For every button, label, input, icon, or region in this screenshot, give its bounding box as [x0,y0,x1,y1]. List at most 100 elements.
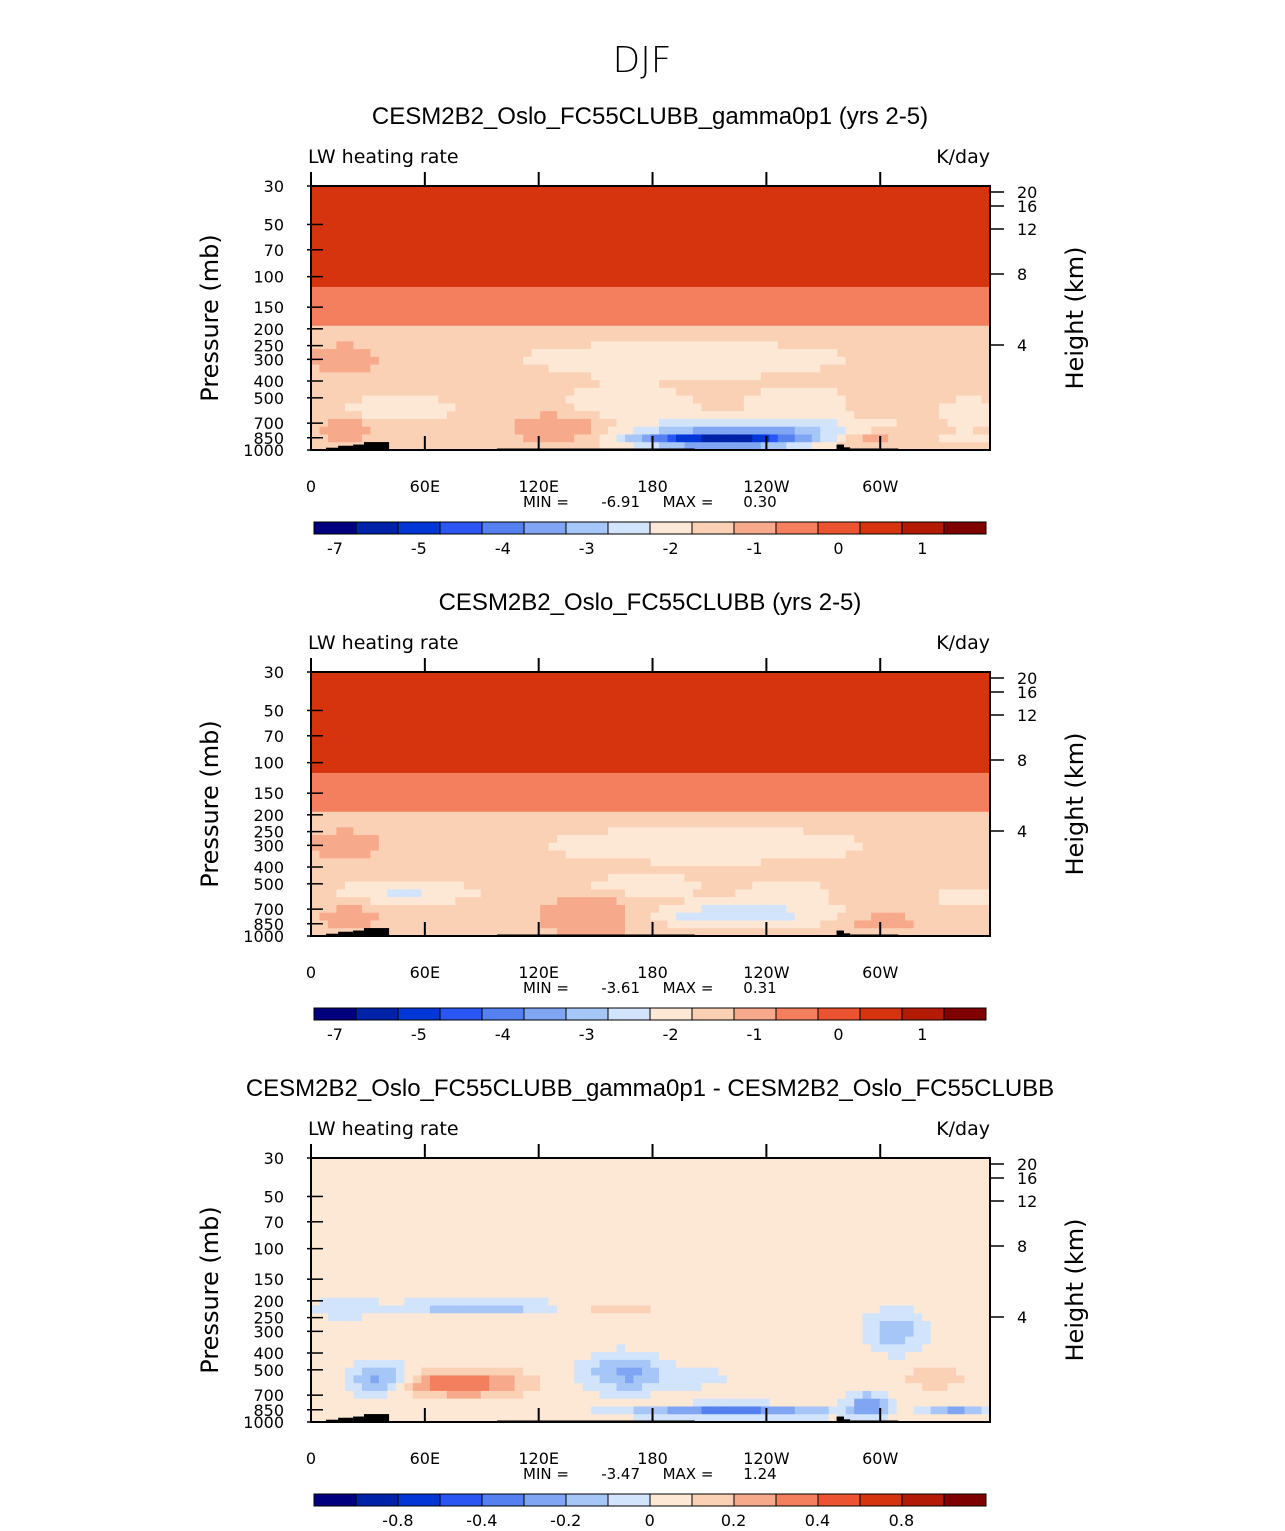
contour-cell [591,749,601,759]
contour-cell [735,442,745,451]
contour-cell [429,186,439,195]
contour-cell [811,703,821,712]
contour-cell [404,310,414,319]
contour-cell [709,788,719,797]
contour-cell [871,734,881,743]
contour-cell [574,325,584,335]
contour-cell [845,418,855,428]
contour-cell [828,240,838,249]
contour-cell [319,186,329,195]
contour-cell [650,842,660,852]
contour-cell [871,356,881,366]
contour-cell [421,240,431,249]
contour-cell [803,333,813,342]
contour-cell [709,780,719,790]
colorbar-swatch [313,521,357,535]
contour-cell [820,741,830,751]
contour-cell [378,193,388,203]
contour-cell [446,765,456,774]
contour-cell [718,217,728,226]
contour-cell [540,426,550,436]
contour-cell [794,741,804,751]
contour-cell [667,695,677,704]
contour-cell [472,741,482,751]
contour-cell [378,703,388,712]
contour-cell [854,819,864,828]
contour-cell [888,835,898,844]
contour-cell [820,788,830,797]
contour-cell [429,741,439,751]
contour-cell [336,224,346,234]
contour-cell [862,209,872,218]
contour-cell [735,395,745,405]
contour-cell [421,819,431,828]
contour-cell [599,672,609,681]
contour-cell [684,757,694,766]
contour-cell [709,679,719,689]
contour-cell [361,341,372,350]
contour-cell [625,687,635,696]
contour-cell [497,364,507,373]
contour-cell [879,679,889,689]
contour-cell [709,827,719,836]
contour-cell [692,271,703,280]
contour-cell [845,858,855,867]
contour-cell [497,726,507,735]
contour-cell [667,255,677,265]
contour-cell [828,718,838,727]
contour-cell [913,850,923,859]
contour-cell [633,209,643,218]
contour-cell [514,341,524,350]
contour-cell [760,710,770,720]
contour-cell [574,364,584,373]
contour-cell [489,850,499,859]
contour-cell [888,842,898,852]
contour-cell [922,395,932,405]
contour-cell [540,819,550,828]
contour-cell [463,765,473,774]
contour-cell [811,718,821,727]
contour-cell [735,333,745,342]
contour-cell [922,263,932,273]
contour-cell [964,819,974,828]
contour-cell [319,364,329,373]
contour-cell [404,866,414,875]
contour-cell [455,726,465,735]
contour-cell [786,271,796,280]
contour-cell [336,341,346,350]
contour-cell [947,811,957,821]
contour-cell [540,873,550,883]
contour-cell [718,380,728,389]
contour-cell [862,811,872,821]
contour-cell [361,364,372,373]
contour-cell [667,364,677,373]
contour-cell [726,749,736,759]
contour-cell [514,333,524,342]
contour-cell [684,765,694,774]
contour-cell [684,772,694,782]
contour-cell [743,726,753,735]
contour-cell [455,858,465,867]
contour-cell [599,387,609,397]
contour-cell [531,703,541,712]
contour-cell [837,804,847,813]
contour-cell [455,193,465,203]
contour-cell [446,403,456,412]
contour-cell [760,294,770,304]
contour-cell [370,380,380,389]
contour-cell [956,710,966,720]
contour-cell [854,411,864,420]
contour-cell [446,248,456,257]
contour-cell [599,418,609,428]
contour-cell [930,279,940,288]
contour-cell [667,811,677,821]
contour-cell [319,734,329,743]
contour-cell [311,442,321,451]
contour-cell [964,232,974,241]
contour-cell [616,418,626,428]
contour-cell [718,294,728,304]
contour-cell [820,263,830,273]
contour-cell [828,333,838,342]
contour-cell [591,349,601,358]
contour-cell [557,757,567,766]
